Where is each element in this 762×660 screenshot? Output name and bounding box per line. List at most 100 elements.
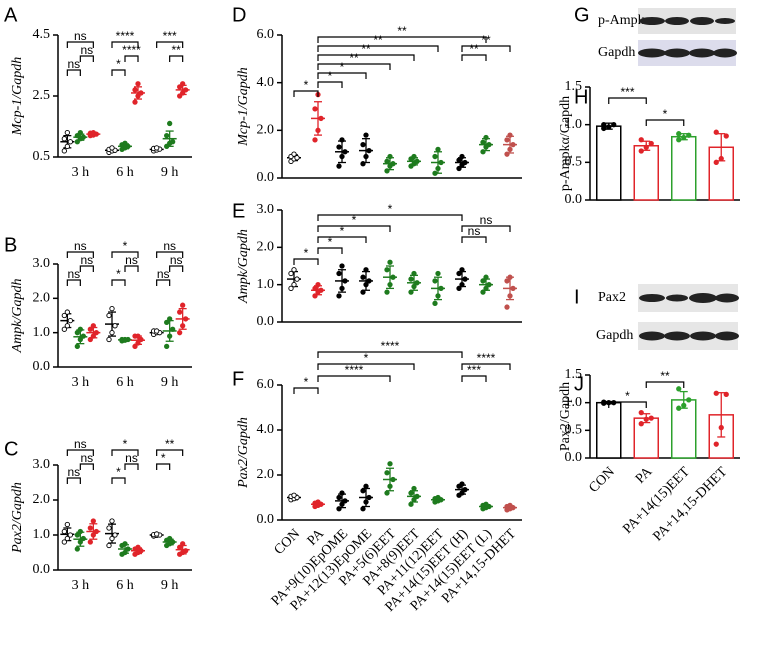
data-point <box>456 157 462 163</box>
bar <box>633 417 659 459</box>
y-tick-label: 0.0 <box>257 314 275 329</box>
data-point <box>164 143 170 149</box>
data-point <box>122 140 128 146</box>
data-point <box>638 409 644 416</box>
data-point <box>483 501 489 507</box>
significance-bracket <box>156 463 171 470</box>
significance-bracket <box>111 279 126 286</box>
panel-letter: J <box>574 373 584 395</box>
data-point <box>291 267 297 273</box>
data-point <box>713 159 719 165</box>
significance-label: ** <box>469 42 479 56</box>
bar <box>596 401 622 459</box>
data-point <box>462 486 468 493</box>
significance-label: ns <box>74 239 87 253</box>
significance-bracket <box>156 251 184 258</box>
y-tick-label: 2.0 <box>33 291 51 306</box>
data-point <box>606 124 612 130</box>
significance-label: * <box>304 78 309 92</box>
data-point <box>138 90 144 96</box>
data-point <box>601 399 607 405</box>
significance-bracket <box>111 477 126 484</box>
data-point <box>167 333 173 339</box>
data-point <box>177 330 183 336</box>
significance-label: ** <box>373 33 383 47</box>
y-tick-label: 6.0 <box>257 377 275 392</box>
significance-bracket <box>317 225 391 232</box>
data-point <box>125 546 131 552</box>
data-point <box>339 285 345 292</box>
data-point <box>74 532 80 538</box>
data-point <box>64 323 70 329</box>
significance-bracket <box>66 477 81 484</box>
data-point <box>315 127 321 133</box>
significance-label: * <box>352 213 357 227</box>
data-point <box>676 137 682 143</box>
significance-bracket <box>79 463 94 470</box>
data-point <box>77 336 83 343</box>
data-point <box>154 328 160 334</box>
data-point <box>363 282 369 288</box>
significance-label: ns <box>67 57 80 71</box>
data-point <box>112 532 118 538</box>
significance-label: ** <box>397 24 407 38</box>
data-point <box>411 485 417 492</box>
significance-bracket <box>317 375 391 382</box>
significance-bracket <box>124 55 139 62</box>
x-tick-label: 9 h <box>161 578 179 593</box>
data-point <box>483 134 489 141</box>
data-point <box>480 149 486 155</box>
significance-label: * <box>625 389 630 403</box>
y-tick-label: 1.0 <box>257 277 275 292</box>
data-point <box>339 501 345 507</box>
data-point <box>90 333 96 339</box>
data-point <box>177 309 183 315</box>
data-point <box>180 90 186 96</box>
significance-bracket <box>169 55 184 62</box>
significance-bracket <box>317 45 439 52</box>
x-tick-label: 9 h <box>161 165 179 180</box>
significance-label: ns <box>74 29 87 43</box>
y-axis-title: p-Ampkα/Gapdh <box>558 96 573 191</box>
data-point <box>408 490 414 496</box>
y-tick-label: 2.0 <box>257 467 275 482</box>
x-tick-label: PA <box>633 464 656 487</box>
data-point <box>90 129 96 136</box>
data-point <box>363 153 369 160</box>
data-point <box>366 278 372 284</box>
significance-bracket <box>156 41 184 48</box>
significance-bracket <box>317 236 367 243</box>
significance-label: * <box>116 57 121 71</box>
y-axis-title: Ampk/Gapdh <box>10 279 25 354</box>
data-point <box>87 336 93 343</box>
y-tick-label: 4.0 <box>257 422 275 437</box>
data-point <box>686 132 692 138</box>
significance-bracket <box>66 41 94 48</box>
data-point <box>312 106 318 112</box>
data-point <box>432 153 438 160</box>
significance-bracket <box>293 387 319 394</box>
data-point <box>390 161 396 167</box>
significance-bracket <box>317 363 415 370</box>
data-point <box>61 326 67 332</box>
significance-label: ns <box>67 465 80 479</box>
data-point <box>723 133 729 139</box>
data-point <box>462 159 468 166</box>
data-point <box>90 518 96 524</box>
data-point <box>109 518 115 524</box>
data-point <box>339 263 345 269</box>
data-point <box>106 336 112 343</box>
significance-label: ns <box>80 43 93 57</box>
data-point <box>390 476 396 483</box>
data-point <box>164 343 170 350</box>
significance-label: **** <box>477 351 496 365</box>
data-point <box>723 391 729 398</box>
x-tick-label: CON <box>586 464 618 496</box>
data-point <box>483 285 489 292</box>
data-point <box>336 144 342 150</box>
significance-bracket <box>608 97 647 104</box>
y-axis-title: Pax2/Gapdh <box>236 417 251 489</box>
data-point <box>408 289 414 295</box>
data-point <box>177 544 183 550</box>
